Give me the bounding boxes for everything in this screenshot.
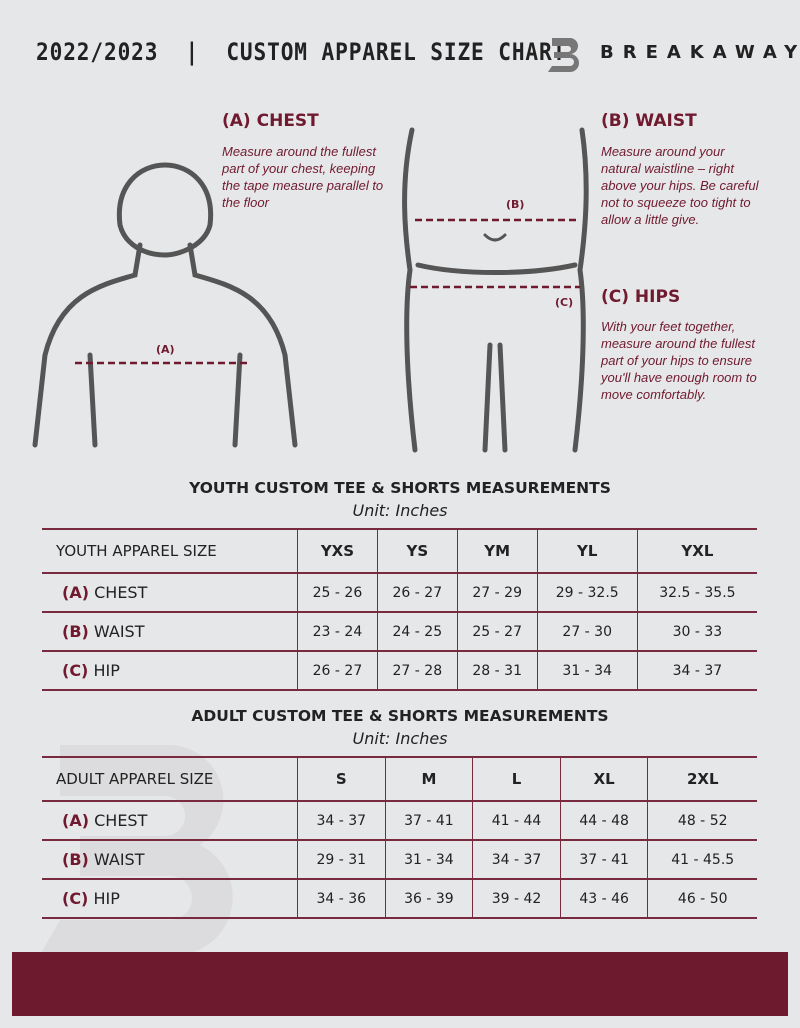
cell: 27 - 28 <box>376 650 458 691</box>
row-label: (C) HIP <box>42 878 298 919</box>
cell: 46 - 50 <box>647 878 757 919</box>
cell: 39 - 42 <box>472 878 561 919</box>
row-label: (A) CHEST <box>42 572 298 613</box>
row-name: HIP <box>93 661 120 680</box>
row-name: HIP <box>93 889 120 908</box>
cell: 23 - 24 <box>297 611 378 652</box>
size-col: YS <box>376 528 458 574</box>
row-letter: (C) <box>62 661 89 680</box>
cell: 41 - 45.5 <box>647 839 757 880</box>
cell: 24 - 25 <box>376 611 458 652</box>
table-row: (B) WAIST 23 - 24 24 - 25 25 - 27 27 - 30 30… <box>42 611 757 652</box>
youth-table-title: YOUTH CUSTOM TEE & SHORTS MEASUREMENTS <box>189 479 611 497</box>
row-letter: (B) <box>62 850 89 869</box>
chest-instructions: Measure around the fullest part of your … <box>222 144 384 210</box>
cell: 43 - 46 <box>559 878 648 919</box>
size-col: YXL <box>636 528 757 574</box>
size-col: YXS <box>297 528 378 574</box>
cell: 27 - 29 <box>456 572 538 613</box>
adult-unit: Unit: Inches <box>352 729 448 748</box>
row-letter: (A) <box>62 583 90 602</box>
row-label: (B) WAIST <box>42 839 298 880</box>
cell: 30 - 33 <box>636 611 757 652</box>
cell: 29 - 31 <box>297 839 386 880</box>
table-header-row: YOUTH APPAREL SIZE YXS YS YM YL YXL <box>42 528 757 574</box>
row-letter: (A) <box>62 811 90 830</box>
body-illustration <box>32 127 589 453</box>
cell: 31 - 34 <box>384 839 473 880</box>
cell: 34 - 37 <box>472 839 561 880</box>
brand-name: BREAKAWAY <box>600 42 800 63</box>
cell: 48 - 52 <box>647 800 757 841</box>
adult-size-table: ADULT APPAREL SIZE S M L XL 2XL (A) CHES… <box>42 756 757 919</box>
size-header: YOUTH APPAREL SIZE <box>42 528 298 574</box>
chest-heading: (A) CHEST <box>222 111 319 131</box>
cell: 26 - 27 <box>297 650 378 691</box>
adult-table-title: ADULT CUSTOM TEE & SHORTS MEASUREMENTS <box>191 707 609 725</box>
hips-heading: (C) HIPS <box>601 287 681 307</box>
row-letter: (B) <box>62 622 89 641</box>
cell: 41 - 44 <box>472 800 561 841</box>
row-label: (C) HIP <box>42 650 298 691</box>
table-row: (A) CHEST 34 - 37 37 - 41 41 - 44 44 - 48 48… <box>42 800 757 841</box>
row-name: WAIST <box>93 622 145 641</box>
size-col: YM <box>456 528 538 574</box>
row-label: (B) WAIST <box>42 611 298 652</box>
table-header-row: ADULT APPAREL SIZE S M L XL 2XL <box>42 756 757 802</box>
table-row: (C) HIP 34 - 36 36 - 39 39 - 42 43 - 46 46 -… <box>42 878 757 919</box>
cell: 44 - 48 <box>559 800 648 841</box>
size-header: ADULT APPAREL SIZE <box>42 756 298 802</box>
youth-size-table: YOUTH APPAREL SIZE YXS YS YM YL YXL (A) … <box>42 528 757 691</box>
cell: 34 - 37 <box>297 800 386 841</box>
table-row: (C) HIP 26 - 27 27 - 28 28 - 31 31 - 34 34 -… <box>42 650 757 691</box>
waist-marker: (B) <box>506 198 525 211</box>
cell: 32.5 - 35.5 <box>636 572 757 613</box>
breakaway-logo-icon <box>548 38 579 72</box>
table-row: (A) CHEST 25 - 26 26 - 27 27 - 29 29 - 32.5… <box>42 572 757 613</box>
cell: 34 - 37 <box>636 650 757 691</box>
youth-unit: Unit: Inches <box>352 501 448 520</box>
waist-instructions: Measure around your natural waistline – … <box>601 144 759 227</box>
table-row: (B) WAIST 29 - 31 31 - 34 34 - 37 37 - 41 41… <box>42 839 757 880</box>
chest-marker: (A) <box>156 343 175 356</box>
footer-band <box>12 952 788 1016</box>
size-col: L <box>472 756 561 802</box>
row-name: CHEST <box>94 811 148 830</box>
cell: 37 - 41 <box>559 839 648 880</box>
cell: 31 - 34 <box>536 650 638 691</box>
size-col: S <box>297 756 386 802</box>
cell: 28 - 31 <box>456 650 538 691</box>
cell: 25 - 26 <box>297 572 378 613</box>
hips-instructions: With your feet together, measure around … <box>601 319 757 402</box>
hips-marker: (C) <box>555 296 574 309</box>
cell: 34 - 36 <box>297 878 386 919</box>
cell: 29 - 32.5 <box>536 572 638 613</box>
size-col: M <box>384 756 473 802</box>
cell: 37 - 41 <box>384 800 473 841</box>
cell: 26 - 27 <box>376 572 458 613</box>
cell: 36 - 39 <box>384 878 473 919</box>
row-name: WAIST <box>93 850 145 869</box>
row-label: (A) CHEST <box>42 800 298 841</box>
size-col: YL <box>536 528 638 574</box>
waist-heading: (B) WAIST <box>601 111 697 131</box>
row-letter: (C) <box>62 889 89 908</box>
size-col: XL <box>559 756 648 802</box>
cell: 27 - 30 <box>536 611 638 652</box>
row-name: CHEST <box>94 583 148 602</box>
page-title: 2022/2023 | CUSTOM APPAREL SIZE CHART <box>36 38 567 66</box>
cell: 25 - 27 <box>456 611 538 652</box>
size-col: 2XL <box>647 756 757 802</box>
